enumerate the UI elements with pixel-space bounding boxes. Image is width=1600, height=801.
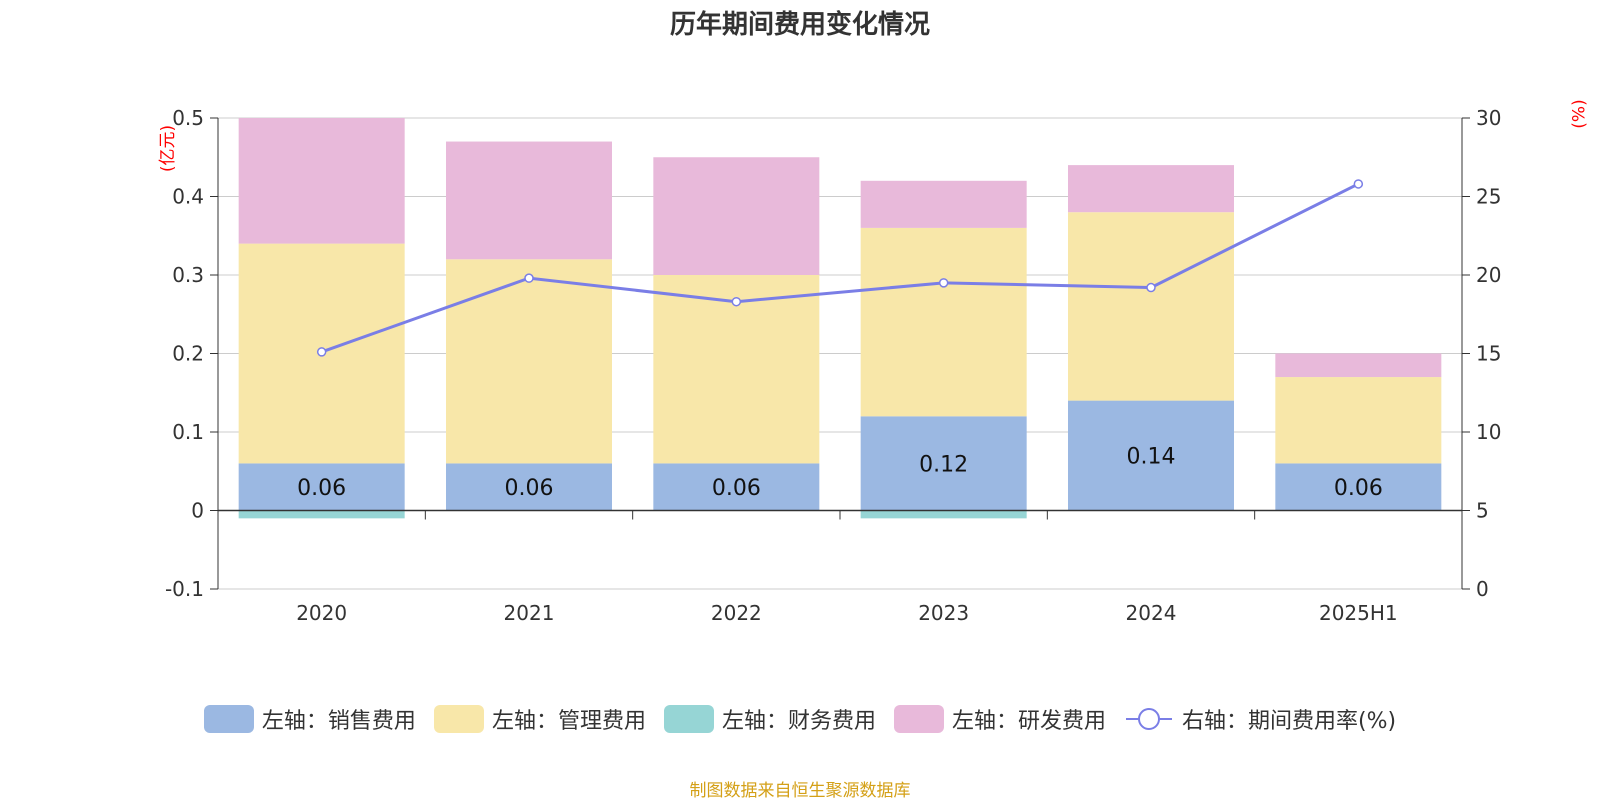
bar-data-label: 0.06 — [1334, 476, 1383, 501]
bar-segment — [238, 463, 405, 511]
bar-data-label: 0.06 — [297, 476, 346, 501]
left-axis-tick-label: 0.2 — [172, 342, 204, 366]
bar-segment — [1275, 463, 1442, 511]
bar-segment — [238, 510, 405, 519]
legend-label: 左轴：研发费用 — [951, 709, 1106, 734]
left-axis-tick-label: 0 — [191, 499, 204, 523]
legend-swatch — [1125, 708, 1172, 730]
bar-segment — [1068, 400, 1234, 511]
right-axis-tick-label: 5 — [1476, 499, 1489, 523]
right-axis-tick-label: 15 — [1476, 342, 1501, 366]
legend-swatch — [663, 705, 714, 733]
legend-item[interactable]: 右轴：期间费用率(%) — [1124, 703, 1396, 735]
bar-segment — [446, 141, 612, 260]
bar-data-label: 0.14 — [1127, 445, 1176, 470]
x-axis-tick-label: 2020 — [296, 601, 347, 625]
left-axis-tick-label: 0.5 — [172, 106, 204, 130]
bar-segment — [860, 416, 1027, 511]
bar-data-label: 0.06 — [712, 476, 761, 501]
x-axis-tick-label: 2024 — [1126, 601, 1177, 625]
legend-item[interactable]: 左轴：管理费用 — [433, 703, 646, 735]
rate-point — [1353, 179, 1364, 189]
left-axis-tick-label: 0.3 — [172, 263, 204, 287]
legend-swatch — [893, 705, 944, 733]
bar-segment — [860, 510, 1027, 519]
right-axis-tick-label: 20 — [1476, 263, 1501, 287]
legend-label: 左轴：财务费用 — [721, 709, 876, 734]
right-axis-tick-label: 0 — [1476, 577, 1489, 601]
legend-swatch — [203, 705, 254, 733]
x-axis-tick-label: 2023 — [918, 601, 969, 625]
bar-data-label: 0.12 — [919, 452, 968, 477]
legend-label: 左轴：管理费用 — [491, 709, 646, 734]
left-axis-tick-label: 0.1 — [172, 420, 204, 444]
bar-data-label: 0.06 — [505, 476, 554, 501]
bar-segment — [860, 227, 1027, 417]
legend-swatch — [433, 705, 484, 733]
rate-line — [321, 182, 1360, 354]
rate-point — [731, 296, 742, 307]
rate-point — [316, 347, 327, 357]
left-axis-tick-label: -0.1 — [165, 577, 204, 601]
bar-segment — [653, 463, 820, 511]
rate-point — [1146, 282, 1156, 293]
legend: 左轴：销售费用 左轴：管理费用 左轴：财务费用 左轴：研发费用 右轴：期间费用率(%) — [0, 703, 1600, 735]
legend-label: 右轴：期间费用率(%) — [1181, 709, 1397, 734]
rate-point — [938, 278, 949, 288]
legend-item[interactable]: 左轴：销售费用 — [203, 703, 416, 735]
data-source-note: 制图数据来自恒生聚源数据库 — [689, 781, 911, 801]
bar-segment — [860, 180, 1027, 228]
bar-segment — [653, 157, 820, 275]
legend-item[interactable]: 左轴：研发费用 — [893, 703, 1106, 735]
bar-segment — [1068, 212, 1234, 401]
bar-segment — [238, 118, 405, 244]
chart-title: 历年期间费用变化情况 — [669, 10, 930, 40]
bar-segment — [446, 259, 612, 464]
legend-item[interactable]: 左轴：财务费用 — [663, 703, 876, 735]
right-axis-tick-label: 30 — [1476, 106, 1501, 130]
rate-point — [524, 273, 534, 283]
bar-segment — [1275, 353, 1442, 378]
bar-segment — [446, 463, 612, 511]
x-axis-tick-label: 2021 — [504, 601, 555, 625]
bar-segment — [1068, 165, 1234, 213]
bar-segment — [1275, 377, 1442, 464]
right-axis-tick-label: 25 — [1476, 185, 1501, 209]
x-axis-tick-label: 2025H1 — [1319, 601, 1398, 625]
chart-area: -0.1 0 0.1 0.2 0.3 0.4 0.5 0 5 10 15 20 25 30 0.06 2020… — [165, 106, 1501, 625]
right-axis-tick-label: 10 — [1476, 420, 1501, 444]
legend-label: 左轴：销售费用 — [261, 709, 416, 734]
x-axis-tick-label: 2022 — [711, 601, 762, 625]
left-axis-tick-label: 0.4 — [172, 185, 204, 209]
